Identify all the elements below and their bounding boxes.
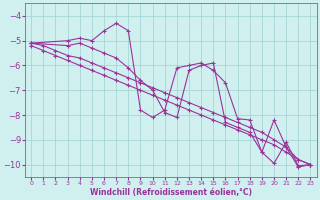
X-axis label: Windchill (Refroidissement éolien,°C): Windchill (Refroidissement éolien,°C)	[90, 188, 252, 197]
